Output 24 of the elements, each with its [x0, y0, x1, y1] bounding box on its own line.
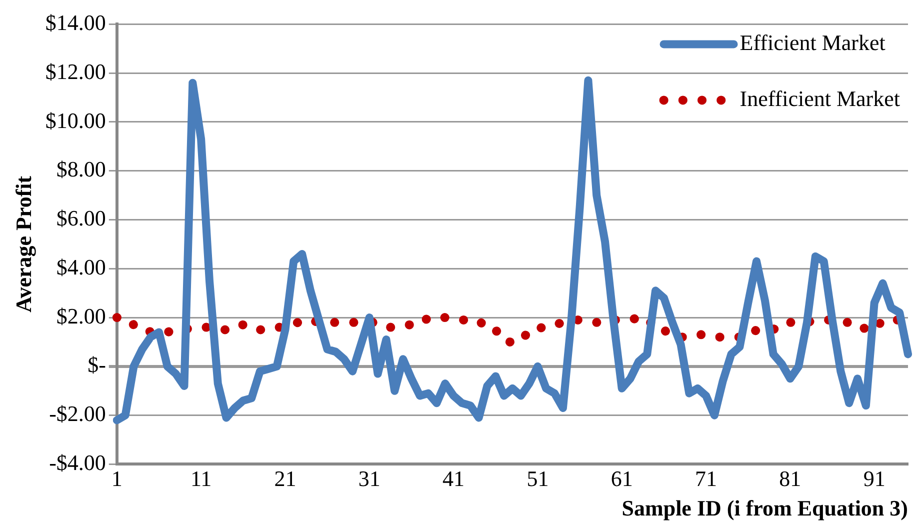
x-tick-label: 71: [695, 466, 718, 492]
y-tick-label: $2.00: [56, 303, 106, 328]
y-axis-title: Average Profit: [10, 175, 36, 313]
x-tick-label: 61: [610, 466, 633, 492]
legend-label: Inefficient Market: [740, 86, 900, 111]
x-tick-label: 21: [274, 466, 296, 492]
y-tick-label: $10.00: [45, 108, 106, 133]
y-tick-label: -$4.00: [49, 450, 106, 475]
y-tick-label: -$2.00: [49, 401, 106, 426]
y-tick-label: $6.00: [56, 206, 106, 231]
y-tick-label: $-: [88, 352, 106, 378]
x-tick-label: 81: [779, 466, 802, 492]
y-tick-label: $14.00: [45, 10, 106, 35]
x-tick-label: 1: [111, 466, 122, 492]
x-tick-label: 91: [863, 466, 886, 492]
y-tick-label: $12.00: [45, 58, 106, 84]
legend-label: Efficient Market: [740, 30, 886, 55]
x-axis-title: Sample ID (i from Equation 3): [622, 495, 908, 520]
y-tick-label: $8.00: [56, 156, 106, 182]
x-tick-label: 11: [190, 466, 212, 492]
x-tick-label: 41: [442, 466, 465, 492]
x-tick-label: 31: [358, 466, 380, 492]
y-tick-label: $4.00: [56, 254, 106, 280]
x-tick-label: 51: [526, 466, 549, 492]
